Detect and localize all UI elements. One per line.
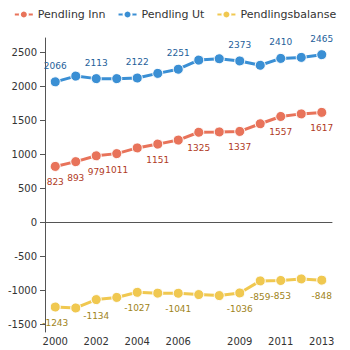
svg-text:-500: -500 (14, 251, 37, 262)
svg-text:0: 0 (31, 217, 37, 228)
svg-text:-853: -853 (271, 291, 291, 301)
svg-text:1337: 1337 (228, 142, 251, 152)
svg-text:2009: 2009 (227, 336, 252, 347)
svg-text:-1134: -1134 (83, 311, 109, 321)
svg-text:Pendling Inn: Pendling Inn (38, 8, 106, 21)
svg-text:2006: 2006 (166, 336, 191, 347)
svg-text:2066: 2066 (44, 61, 67, 71)
svg-text:2373: 2373 (228, 40, 251, 50)
svg-text:-1500: -1500 (8, 319, 37, 330)
svg-text:2113: 2113 (85, 58, 108, 68)
svg-text:979: 979 (88, 167, 105, 177)
svg-text:2122: 2122 (126, 57, 149, 67)
svg-text:893: 893 (67, 173, 84, 183)
svg-text:2013: 2013 (309, 336, 334, 347)
svg-text:-1041: -1041 (165, 304, 191, 314)
svg-text:Pendling Ut: Pendling Ut (142, 8, 206, 21)
svg-text:823: 823 (47, 177, 64, 187)
svg-text:1617: 1617 (310, 123, 333, 133)
svg-text:1557: 1557 (269, 127, 292, 137)
svg-text:500: 500 (18, 183, 37, 194)
svg-text:2002: 2002 (84, 336, 109, 347)
svg-text:-859: -859 (250, 292, 271, 302)
svg-text:2004: 2004 (125, 336, 150, 347)
svg-text:2465: 2465 (310, 34, 333, 44)
svg-text:1000: 1000 (12, 149, 37, 160)
svg-text:2500: 2500 (12, 47, 37, 58)
svg-text:1011: 1011 (105, 165, 128, 175)
svg-text:-848: -848 (312, 291, 333, 301)
svg-text:-1243: -1243 (42, 318, 68, 328)
svg-text:2000: 2000 (43, 336, 68, 347)
svg-text:2011: 2011 (268, 336, 293, 347)
svg-text:2251: 2251 (167, 48, 190, 58)
svg-text:1151: 1151 (146, 155, 169, 165)
svg-text:-1036: -1036 (227, 304, 253, 314)
svg-text:2000: 2000 (12, 81, 37, 92)
svg-text:2410: 2410 (269, 37, 292, 47)
svg-text:1500: 1500 (12, 115, 37, 126)
svg-text:-1027: -1027 (124, 303, 150, 313)
svg-text:1325: 1325 (187, 143, 210, 153)
svg-text:-1000: -1000 (8, 285, 37, 296)
svg-text:Pendlingsbalanse: Pendlingsbalanse (240, 8, 336, 21)
